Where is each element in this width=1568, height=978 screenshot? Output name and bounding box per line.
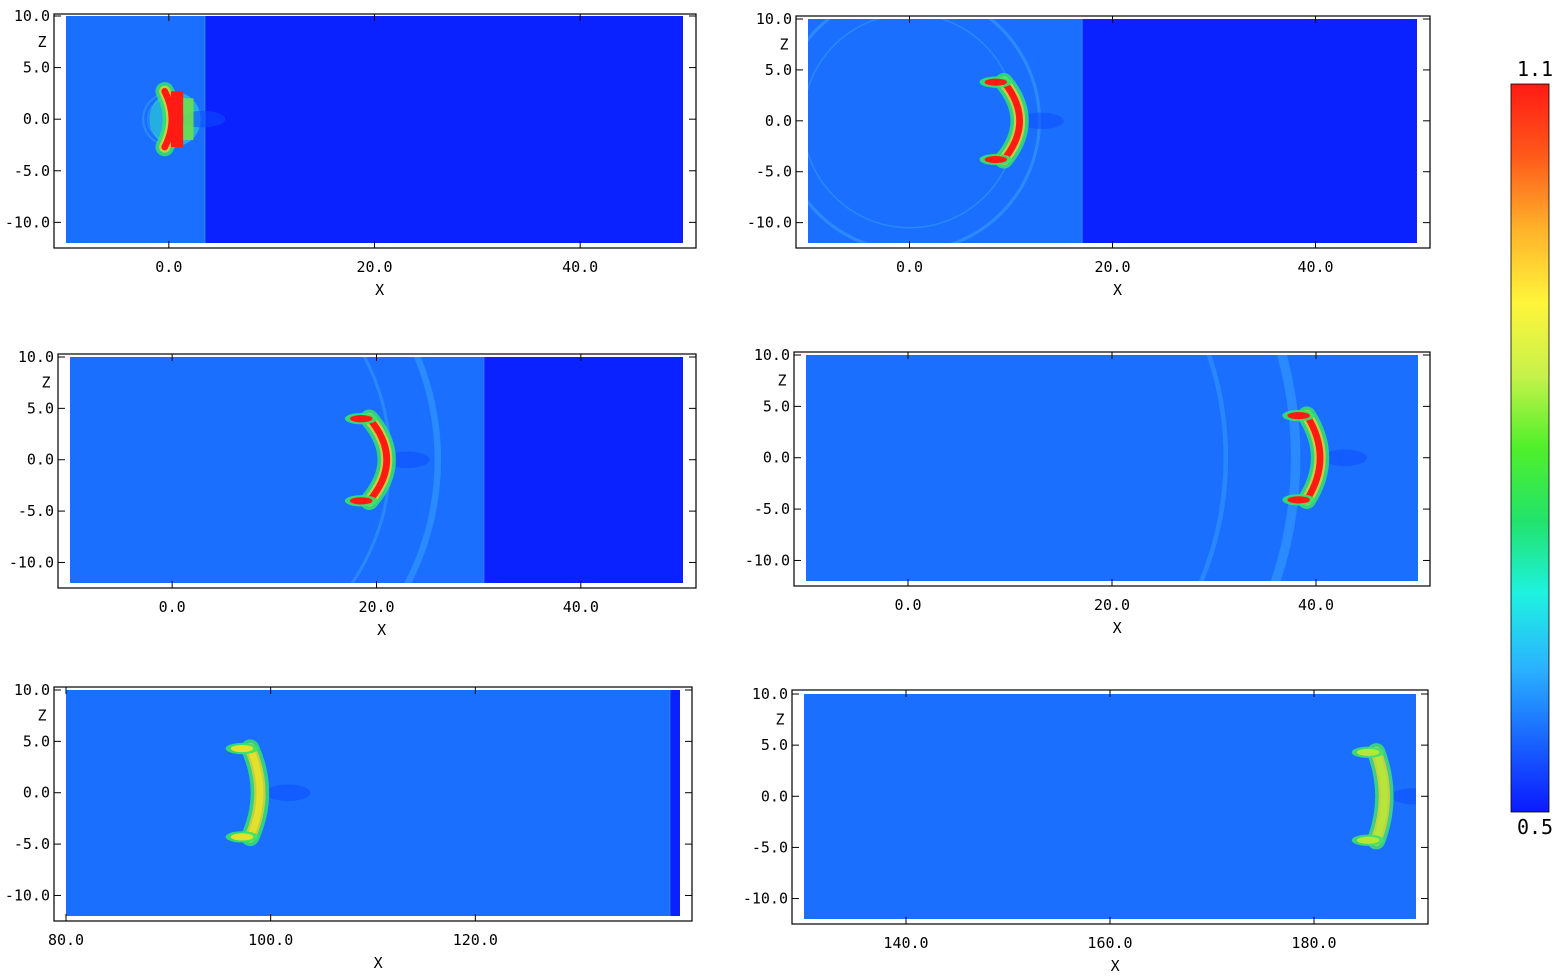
y-tick-label: 5.0 [27,399,54,417]
x-tick-label: 140.0 [883,934,928,952]
y-axis-label: Z [37,707,46,725]
x-axis-label: X [1113,281,1122,299]
y-axis-label: Z [37,33,46,51]
y-tick-label: 10.0 [754,346,790,364]
x-tick-label: 40.0 [562,258,598,276]
y-tick-label: 0.0 [765,112,792,130]
x-tick-label: 20.0 [358,598,394,616]
y-tick-label: -5.0 [756,163,792,181]
interface-bubble [1282,406,1368,510]
y-tick-label: 10.0 [14,681,50,699]
y-tick-label: -10.0 [743,890,788,908]
x-tick-label: 0.0 [159,598,186,616]
y-tick-label: 0.0 [761,787,788,805]
x-axis-label: X [375,281,384,299]
panel-bottom-left: 80.0 100.0 120.0 10.0 5.0 0.0 -5.0 -10.0 X Z [5,681,693,972]
panels: 0.0 20.0 40.0 10.0 5.0 0.0 -5.0 -10.0 X Z 0.0 20.0 4… [5,7,1431,975]
field-background [804,694,1416,919]
y-tick-label: -10.0 [747,214,792,232]
y-tick-label: -5.0 [752,838,788,856]
y-axis-label: Z [777,372,786,390]
y-tick-label: 10.0 [752,685,788,703]
pressure-ring [1198,355,1301,581]
x-axis-label: X [1111,957,1120,975]
heatmap-field [804,694,1416,919]
y-tick-label: 5.0 [761,736,788,754]
x-tick-label: 80.0 [48,931,84,949]
axis-ticks: 140.0 160.0 180.0 10.0 5.0 0.0 -5.0 -10.0 [743,685,1428,952]
x-tick-label: 20.0 [1094,596,1130,614]
x-tick-label: 120.0 [453,931,498,949]
y-tick-label: 5.0 [763,397,790,415]
x-tick-label: 40.0 [1298,596,1334,614]
y-tick-label: 0.0 [763,449,790,467]
y-tick-label: 0.0 [23,110,50,128]
panel-top-left: 0.0 20.0 40.0 10.0 5.0 0.0 -5.0 -10.0 X Z [5,7,697,299]
interface-bubble [225,739,311,847]
x-axis-label: X [377,621,386,639]
undisturbed-region [669,690,680,916]
y-tick-label: 0.0 [27,451,54,469]
interface-bubble [155,82,226,157]
y-tick-label: 5.0 [23,732,50,750]
y-tick-label: 5.0 [23,59,50,77]
heatmap-field [806,355,1418,581]
field-background [66,690,680,916]
axis-ticks: 0.0 20.0 40.0 10.0 5.0 0.0 -5.0 -10.0 [9,348,696,616]
panel-top-right: 0.0 20.0 40.0 10.0 5.0 0.0 -5.0 -10.0 X Z [747,10,1431,299]
axis-ticks: 0.0 20.0 40.0 10.0 5.0 0.0 -5.0 -10.0 [745,346,1430,614]
colorbar-max-label: 1.1 [1517,57,1553,81]
y-tick-label: -5.0 [14,162,50,180]
undisturbed-region [1082,19,1417,243]
x-tick-label: 40.0 [563,598,599,616]
y-tick-label: 0.0 [23,784,50,802]
y-tick-label: -10.0 [5,213,50,231]
interface-bubble [979,72,1064,169]
heatmap-field [70,357,683,583]
x-tick-label: 180.0 [1291,934,1336,952]
y-tick-label: -5.0 [18,502,54,520]
interface-bubble [344,409,430,511]
y-tick-label: 10.0 [756,10,792,28]
x-tick-label: 0.0 [894,596,921,614]
colorbar-min-label: 0.5 [1517,815,1553,839]
y-axis-label: Z [775,711,784,729]
y-tick-label: 5.0 [765,61,792,79]
undisturbed-region [483,357,683,583]
x-tick-label: 0.0 [896,258,923,276]
colorbar-gradient [1510,83,1550,813]
colorbar: 1.1 0.5 [1510,57,1553,839]
y-tick-label: -5.0 [14,835,50,853]
y-tick-label: -10.0 [745,551,790,569]
heatmap-field [66,690,680,916]
panel-middle-left: 0.0 20.0 40.0 10.0 5.0 0.0 -5.0 -10.0 X Z [9,348,697,639]
heatmap-field [66,16,683,243]
y-axis-label: Z [779,35,788,53]
axis-ticks: 80.0 100.0 120.0 10.0 5.0 0.0 -5.0 -10.0 [5,681,692,949]
y-tick-label: -10.0 [5,886,50,904]
y-tick-label: 10.0 [14,7,50,25]
axis-ticks: 0.0 20.0 40.0 10.0 5.0 0.0 -5.0 -10.0 [5,7,696,276]
axis-ticks: 0.0 20.0 40.0 10.0 5.0 0.0 -5.0 -10.0 [747,10,1430,276]
panel-middle-right: 0.0 20.0 40.0 10.0 5.0 0.0 -5.0 -10.0 X Z [745,346,1431,637]
x-tick-label: 20.0 [1094,258,1130,276]
x-tick-label: 20.0 [356,258,392,276]
y-tick-label: 10.0 [18,348,54,366]
interface-bubble [1351,743,1416,850]
x-axis-label: X [1113,619,1122,637]
x-tick-label: 160.0 [1087,934,1132,952]
heatmap-field [808,19,1417,243]
y-tick-label: -5.0 [754,500,790,518]
panel-bottom-right: 140.0 160.0 180.0 10.0 5.0 0.0 -5.0 -10.0 X Z [743,685,1429,975]
x-tick-label: 100.0 [248,931,293,949]
x-tick-label: 40.0 [1297,258,1333,276]
x-axis-label: X [374,954,383,972]
y-tick-label: -10.0 [9,553,54,571]
undisturbed-region [204,16,683,243]
x-tick-label: 0.0 [155,258,182,276]
y-axis-label: Z [41,374,50,392]
